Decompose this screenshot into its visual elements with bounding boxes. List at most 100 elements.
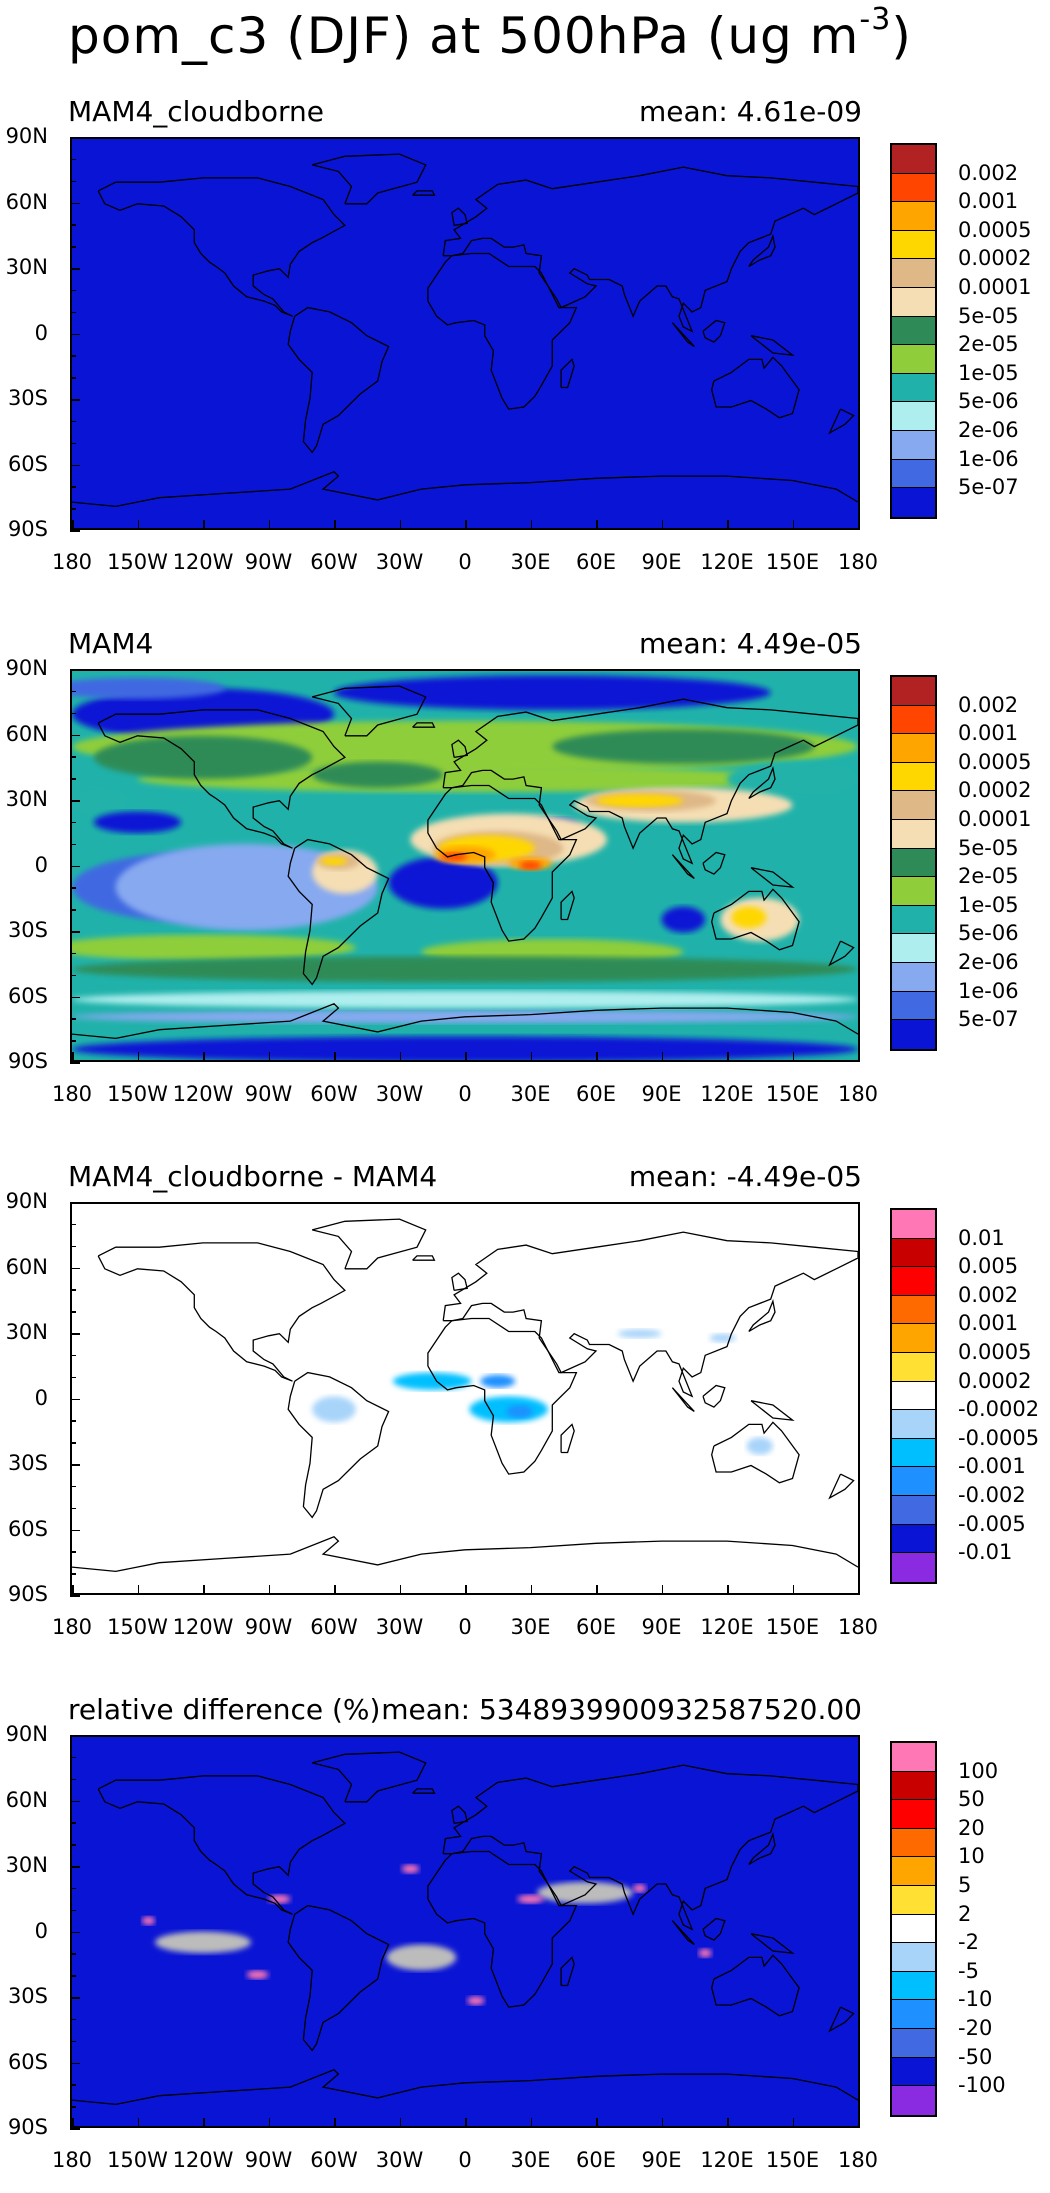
- lon-tick-label: 120W: [172, 550, 234, 574]
- coastline: [442, 698, 858, 865]
- lat-tick-label: 90N: [5, 1722, 48, 1746]
- shaded-region: [392, 1372, 472, 1390]
- lon-tick-label: 0: [458, 2148, 472, 2172]
- lat-tick-label: 30S: [7, 386, 48, 410]
- colorbar-swatch: [892, 1020, 935, 1049]
- lat-tick-label: 90N: [5, 124, 48, 148]
- lat-tick: [70, 202, 80, 204]
- coastline: [560, 1423, 575, 1454]
- coastline: [828, 2006, 855, 2033]
- shaded-region: [246, 1970, 269, 1980]
- lon-tick: [399, 2118, 401, 2128]
- lat-minor-tick: [70, 1975, 76, 1977]
- lon-tick-label: 120W: [172, 1615, 234, 1639]
- colorbar: [890, 1741, 937, 2117]
- colorbar-swatch: [892, 1971, 935, 2001]
- colorbar-swatch: [892, 173, 935, 203]
- lat-tick-label: 90S: [7, 1049, 48, 1073]
- figure-title-superscript: -3: [859, 2, 892, 37]
- panel-title: MAM4: [68, 627, 154, 660]
- lat-tick: [70, 1931, 80, 1933]
- coastline: [97, 1775, 346, 1915]
- colorbar-swatch: [892, 677, 935, 706]
- colorbar-level-label: 0.001: [958, 189, 1019, 214]
- shaded-region: [72, 934, 356, 961]
- lon-tick: [203, 1585, 205, 1595]
- colorbar-swatch: [892, 145, 935, 174]
- colorbar-level-label: 50: [958, 1787, 985, 1812]
- lon-tick-label: 150E: [765, 2148, 820, 2172]
- lat-minor-tick: [70, 1953, 76, 1955]
- colorbar-level-label: -0.0005: [958, 1425, 1040, 1450]
- map-panel-4: relative difference (%) mean: 53489399009…: [0, 1693, 1050, 2193]
- lon-tick-label: 30E: [510, 550, 551, 574]
- lat-tick: [70, 734, 80, 736]
- coastline: [427, 1317, 578, 1475]
- coastline: [750, 1933, 795, 1954]
- colorbar-swatch: [892, 230, 935, 260]
- map-panel-1: MAM4_cloudborne mean: 4.61e-09 90N 60N 30N 0 3…: [0, 95, 1050, 595]
- lon-tick: [530, 1052, 532, 1062]
- lat-minor-tick: [70, 1376, 76, 1379]
- lon-tick-label: 90E: [641, 1615, 682, 1639]
- colorbar-swatch: [892, 373, 935, 403]
- lon-tick-label: 120E: [700, 1082, 754, 1106]
- lat-tick: [70, 1202, 80, 1204]
- colorbar-swatch: [892, 963, 935, 992]
- lon-tick-label: 30W: [375, 550, 424, 574]
- coastline: [312, 1218, 427, 1270]
- lon-tick: [530, 1585, 532, 1595]
- colorbar-level-label: 2: [958, 1901, 972, 1926]
- lon-tick-label: 180: [837, 1082, 879, 1106]
- colorbar-level-label: -0.001: [958, 1454, 1026, 1479]
- lon-tick-label: 150W: [107, 550, 168, 574]
- colorbar-swatch: [892, 202, 935, 231]
- lon-tick-label: 60W: [310, 550, 358, 574]
- colorbar-swatch: [892, 1553, 935, 1582]
- lat-tick: [70, 1062, 80, 1064]
- colorbar-level-label: -0.002: [958, 1483, 1026, 1507]
- lon-tick: [399, 1585, 401, 1595]
- colorbar-swatch: [892, 1886, 935, 1915]
- lon-tick-label: 30W: [375, 1615, 424, 1639]
- shaded-region: [312, 1396, 356, 1423]
- coastline: [560, 1956, 575, 1987]
- colorbar: [890, 675, 937, 1051]
- lon-tick-label: 150W: [107, 1082, 168, 1106]
- shaded-region: [72, 787, 127, 814]
- lat-minor-tick: [70, 1040, 76, 1042]
- shaded-region: [72, 677, 225, 700]
- lon-tick: [596, 1052, 598, 1062]
- coastline: [748, 1832, 776, 1866]
- coastline: [702, 319, 726, 343]
- colorbar-swatch: [892, 1496, 935, 1525]
- shaded-region: [137, 766, 793, 793]
- lon-tick: [792, 1052, 794, 1062]
- map-panel-2: MAM4 mean: 4.49e-05 90N 60N 30N 0 30S 60S 90S 180…: [0, 627, 1050, 1127]
- lon-tick-label: 60E: [576, 1082, 616, 1106]
- coastline: [702, 1917, 726, 1941]
- lat-minor-tick: [70, 1909, 76, 1912]
- coastline: [711, 356, 800, 419]
- lat-minor-tick: [70, 2084, 76, 2086]
- lon-tick-label: 120W: [172, 1082, 234, 1106]
- panel-mean: mean: 5348939900932587520.00: [381, 1693, 862, 1726]
- lat-tick-label: 30N: [5, 1320, 48, 1344]
- lat-tick: [70, 137, 80, 139]
- lon-tick: [72, 1585, 74, 1595]
- colorbar-swatch: [892, 2029, 935, 2058]
- lon-tick-label: 30E: [510, 2148, 551, 2172]
- lat-tick-label: 60N: [5, 721, 48, 746]
- lon-tick: [465, 520, 467, 530]
- colorbar-level-label: 2e-06: [958, 950, 1019, 974]
- coastline: [72, 1003, 858, 1040]
- lat-tick: [70, 2062, 80, 2064]
- lon-tick-label: 180: [837, 550, 879, 574]
- lat-tick: [70, 1997, 80, 1999]
- lon-tick-label: 60E: [576, 2148, 616, 2172]
- colorbar-swatch: [892, 1943, 935, 1972]
- colorbar-swatch: [892, 1267, 935, 1296]
- colorbar-level-label: 0.0005: [958, 749, 1032, 774]
- lon-tick: [596, 1585, 598, 1595]
- lat-minor-tick: [70, 843, 76, 846]
